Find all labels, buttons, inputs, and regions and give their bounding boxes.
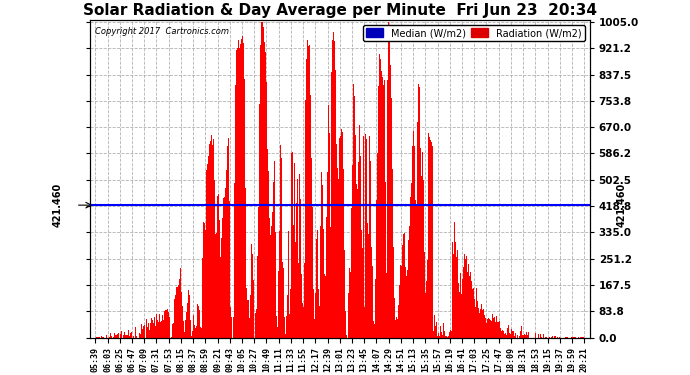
Legend: Median (W/m2), Radiation (W/m2): Median (W/m2), Radiation (W/m2): [363, 25, 585, 41]
Text: 421.460: 421.460: [53, 182, 63, 226]
Text: Copyright 2017  Cartronics.com: Copyright 2017 Cartronics.com: [95, 27, 230, 36]
Text: 421.460: 421.460: [617, 182, 627, 226]
Title: Solar Radiation & Day Average per Minute  Fri Jun 23  20:34: Solar Radiation & Day Average per Minute…: [83, 3, 597, 18]
